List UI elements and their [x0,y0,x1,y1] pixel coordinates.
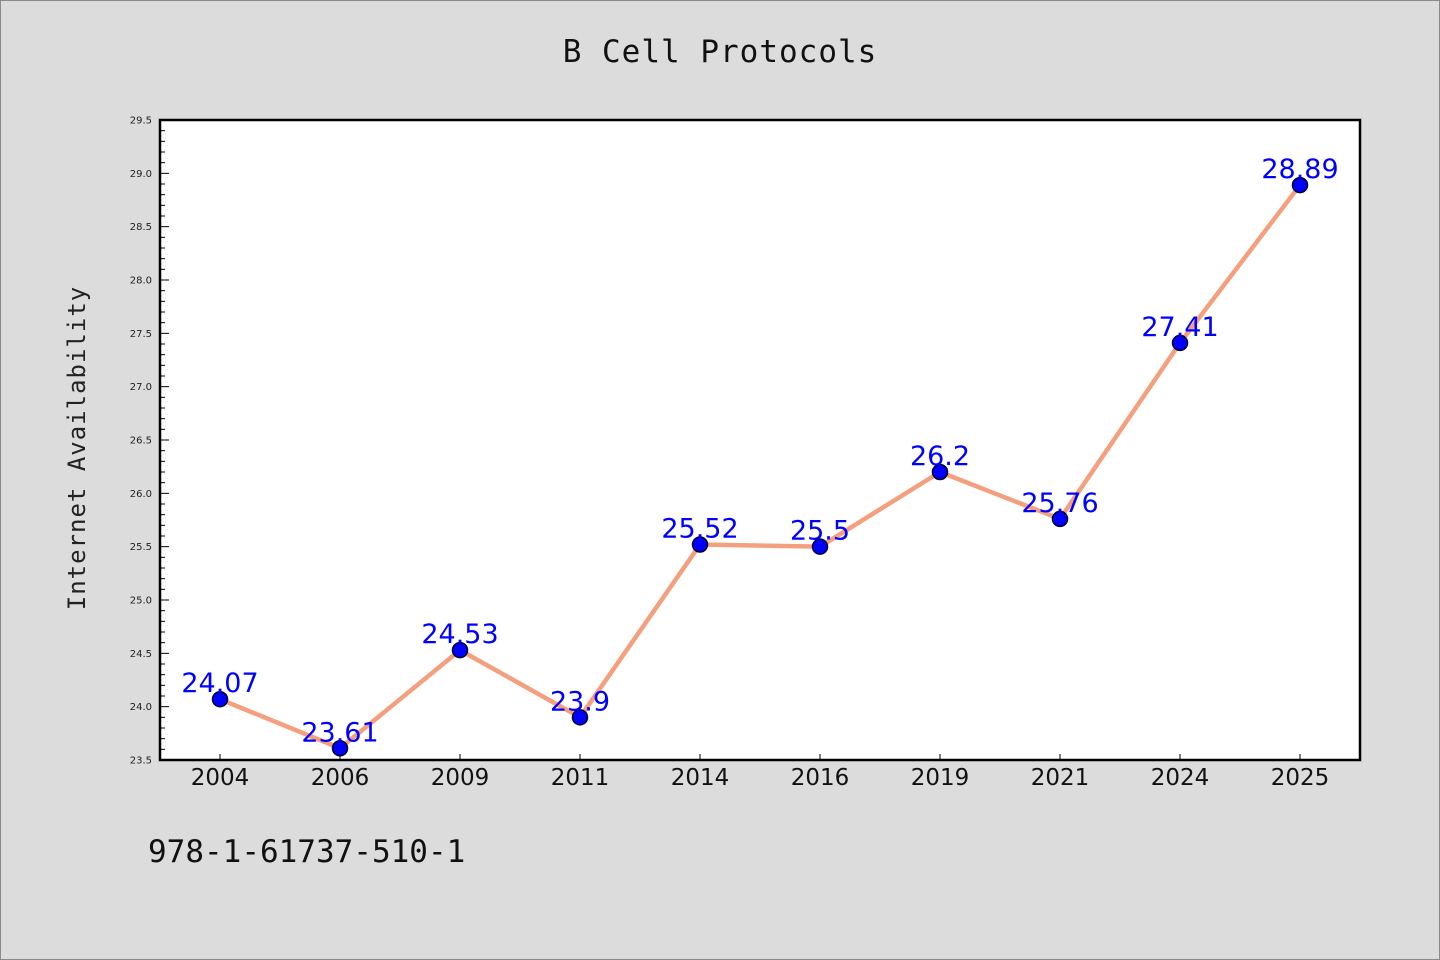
x-tick-label: 2009 [431,765,490,791]
x-tick-label: 2006 [311,765,370,791]
data-point [211,690,229,708]
series-line [217,182,1303,751]
x-tick-label: 2019 [911,765,970,791]
x-tick-label: 2014 [671,765,730,791]
x-tick-label: 2004 [191,765,250,791]
y-tick-label: 24.0 [130,702,152,713]
data-point [811,538,829,555]
x-tick-label: 2024 [1151,765,1210,791]
data-label: 26.2 [910,441,970,472]
plot-area [160,120,1360,760]
y-tick-label: 27.5 [130,329,152,340]
y-tick-label: 25.5 [130,542,152,553]
data-label: 25.5 [790,516,850,547]
data-label: 25.52 [661,514,738,545]
plot-border [158,118,1362,762]
data-point [931,463,949,481]
y-tick-label: 26.0 [130,489,152,500]
data-label: 23.61 [301,717,378,748]
data-label: 23.9 [550,686,610,717]
data-label: 24.07 [181,668,258,699]
data-label: 24.53 [421,619,498,650]
y-tick-label: 28.0 [130,276,152,287]
y-tick-label: 27.0 [130,382,152,393]
y-tick-label: 23.5 [130,756,152,767]
data-point [451,641,469,659]
data-point [1051,510,1069,528]
chart-title: B Cell Protocols [562,34,878,70]
x-tick-label: 2021 [1031,765,1090,791]
y-tick-label: 25.0 [130,596,152,607]
y-tick-label: 24.5 [130,649,152,660]
data-point [331,740,349,757]
data-point [571,709,589,726]
x-tick-label: 2016 [791,765,850,791]
x-tick-label: 2011 [551,765,610,791]
data-point [1291,176,1309,194]
y-tick-label: 26.5 [130,436,152,447]
data-label: 28.89 [1261,154,1338,185]
data-label: 27.41 [1141,312,1218,343]
y-tick-label: 28.5 [130,222,152,233]
data-point [1171,334,1189,352]
y-tick-label: 29.5 [130,116,152,127]
data-label: 25.76 [1021,488,1098,519]
data-point [691,536,709,553]
y-tick-label: 29.0 [130,169,152,180]
x-tick-label: 2025 [1271,765,1330,791]
footer-isbn: 978-1-61737-510-1 [148,834,466,870]
